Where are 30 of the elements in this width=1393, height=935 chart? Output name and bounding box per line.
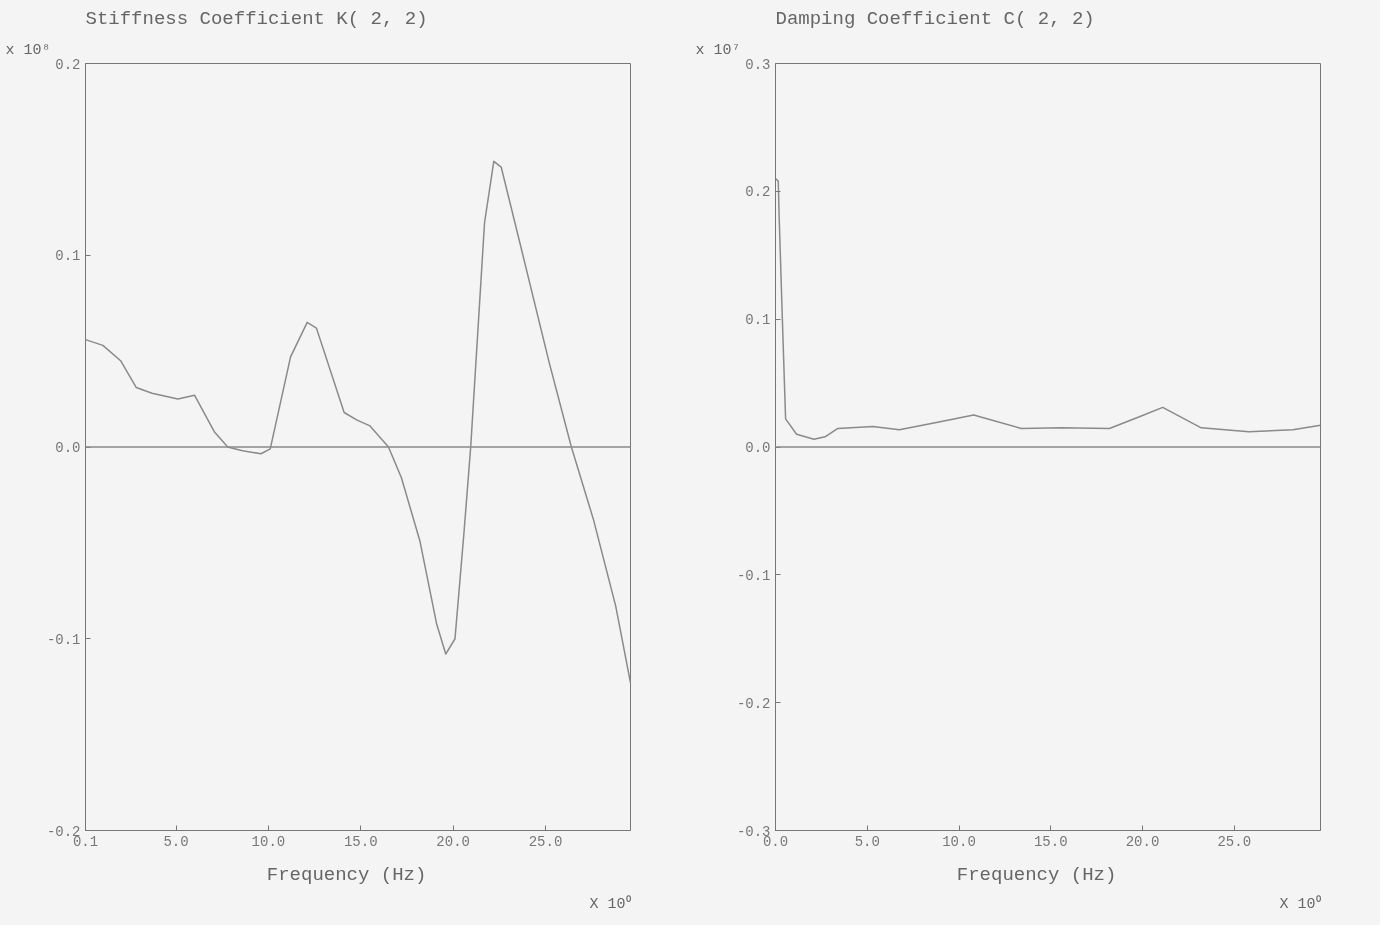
x-tick-label: 5.0 (163, 833, 189, 850)
y-tick-label: -0.1 (736, 567, 771, 584)
x-tick-label: 15.0 (343, 833, 378, 850)
x-tick-label: 25.0 (528, 833, 563, 850)
x-tick-label: 5.0 (854, 833, 880, 850)
y-tick-label: 0.0 (745, 440, 771, 456)
x-tick-label: 15.0 (1033, 833, 1068, 850)
x-tick-label: 25.0 (1217, 833, 1252, 850)
y-tick-label: 0.1 (55, 248, 81, 265)
y-tick-label: -0.1 (46, 631, 81, 648)
x-axis-title: Frequency (Hz) (956, 863, 1117, 886)
x-tick-label: 20.0 (1125, 833, 1160, 850)
x-axis-title: Frequency (Hz) (266, 863, 427, 886)
x-tick-label: 20.0 (436, 833, 470, 850)
y-tick-label: 0.1 (745, 312, 771, 329)
y-tick-label: 0.3 (745, 56, 771, 73)
text: X 10⁰ (589, 894, 631, 913)
x-tick-label: 10.0 (942, 833, 976, 850)
y-tick-label: 0.2 (55, 56, 81, 73)
chart-title: Stiffness Coefficient K( 2, 2) (85, 7, 428, 30)
chart-title: Damping Coefficient C( 2, 2) (775, 7, 1095, 30)
text: x 10⁷ (695, 41, 741, 59)
line-series (85, 160, 631, 684)
text: x 10⁸ (5, 41, 51, 59)
y-tick-label: 0.2 (745, 184, 771, 201)
line-series (775, 177, 1321, 441)
y-tick-label: -0.2 (736, 695, 771, 712)
x-tick-label: 10.0 (251, 833, 286, 850)
y-tick-label: 0.0 (55, 440, 81, 456)
text: X 10⁰ (1279, 894, 1321, 913)
